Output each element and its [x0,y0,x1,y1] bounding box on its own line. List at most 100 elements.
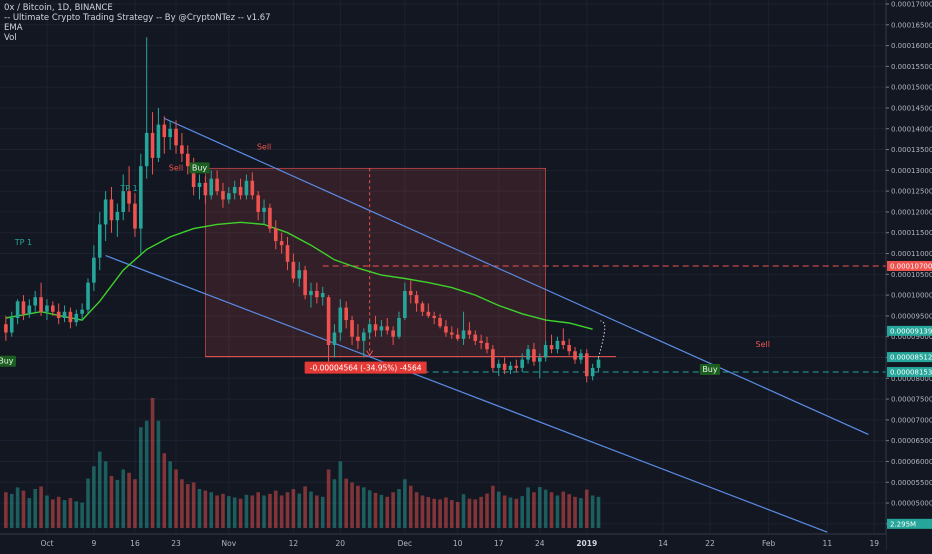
volume-bar [156,420,161,528]
time-tick-label: 19 [869,539,879,548]
candle-body [180,145,184,154]
price-tick-label: 0.00014000 [891,125,932,133]
price-tick-label: 0.00012500 [891,188,932,196]
volume-bar [74,501,79,528]
candle-body [121,191,126,212]
candle-body [309,290,313,296]
price-tick-label: 0.00006500 [891,437,932,445]
candle-body [39,297,43,312]
candle-body [326,297,331,346]
volume-bar [203,490,208,528]
volume-bar [15,487,20,528]
volume-bar [97,451,102,528]
volume-bar [414,492,419,528]
candle-body [549,345,554,350]
symbol-title[interactable]: 0x / Bitcoin, 1D, BINANCE [4,3,113,13]
candle-body [491,349,495,368]
candle-body [115,211,120,221]
volume-bar [250,495,255,528]
volume-bar [373,492,378,528]
candle-body [320,293,325,298]
price-tick-label: 0.00010500 [891,271,932,279]
volume-bar [590,495,595,528]
strategy-label[interactable]: -- Ultimate Crypto Trading Strategy -- B… [4,13,271,23]
candle-body [45,305,49,312]
volume-bar [303,486,307,528]
volume-bar [344,478,348,528]
candle-body [285,245,290,262]
time-tick-label: 11 [823,539,833,548]
volume-bar [168,461,172,528]
time-tick-label: Feb [762,539,776,548]
candle-body [584,353,589,377]
candle-body [197,182,202,187]
volume-bar [596,496,601,528]
price-tick-label: 0.00015500 [891,63,932,71]
time-tick-label: 20 [336,539,346,548]
volume-bar [356,485,360,528]
price-tick-label: 0.00005500 [891,479,932,487]
signal-buy: Buy [702,365,718,374]
candle-body [86,282,90,310]
volume-bar [244,494,249,528]
volume-bar [508,497,513,528]
volume-bar [180,479,184,528]
price-tick-label: 0.00017000 [891,1,932,9]
volume-bar [115,479,120,528]
candle-body [133,203,137,229]
volume-bar [561,491,566,528]
volume-bar [520,496,525,528]
volume-bar [397,489,401,528]
volume-bar [491,485,495,528]
candle-body [56,311,61,318]
candle-body [256,195,260,212]
ema-label[interactable]: EMA [4,23,23,33]
volume-bar [185,484,190,528]
candle-body [397,317,401,337]
signal-badge-bg [0,355,16,367]
volume-bar [227,496,231,528]
candle-body [367,324,372,333]
time-axis-bg [0,534,886,550]
candle-body [579,353,583,360]
candle-body [150,132,155,158]
price-tick-label: 0.00005000 [891,500,932,508]
candle-body [496,363,501,368]
time-tick-label: 12 [289,539,299,548]
price-tick-label: 0.00010000 [891,292,932,300]
volume-bar [420,495,425,528]
price-tag: 0.00010700 [890,263,932,271]
volume-bar [496,491,501,528]
volume-bar [350,482,354,528]
candle-body [379,326,384,331]
volume-bar [80,502,84,528]
time-tick-label: 14 [658,539,668,548]
price-tick-label: 0.00013500 [891,146,932,154]
candle-body [209,178,214,196]
price-tag: 0.00008153 [890,369,932,377]
volume-bar [127,472,131,528]
signal-sell: Sell [169,163,183,172]
candle-body [361,332,366,341]
volume-bar [297,493,302,528]
volume-bar [538,487,542,528]
time-tick-label: 23 [171,539,181,548]
volume-bar [215,495,219,528]
candle-body [168,128,172,138]
price-tick-label: 0.00009500 [891,312,932,320]
price-tick-label: 0.00015000 [891,84,932,92]
candle-body [127,191,131,204]
volume-bar [150,398,155,528]
channel-line-lower [105,255,828,533]
signal-buy: Buy [0,357,14,366]
volume-bar [326,469,331,528]
time-tick-label: 9 [91,539,96,548]
volume-bar [109,476,114,528]
price-tag-bg [887,325,932,336]
volume-bar [467,498,472,528]
time-tick-label: 22 [705,539,715,548]
vol-label[interactable]: Vol [4,33,17,43]
candle-body [244,180,249,196]
